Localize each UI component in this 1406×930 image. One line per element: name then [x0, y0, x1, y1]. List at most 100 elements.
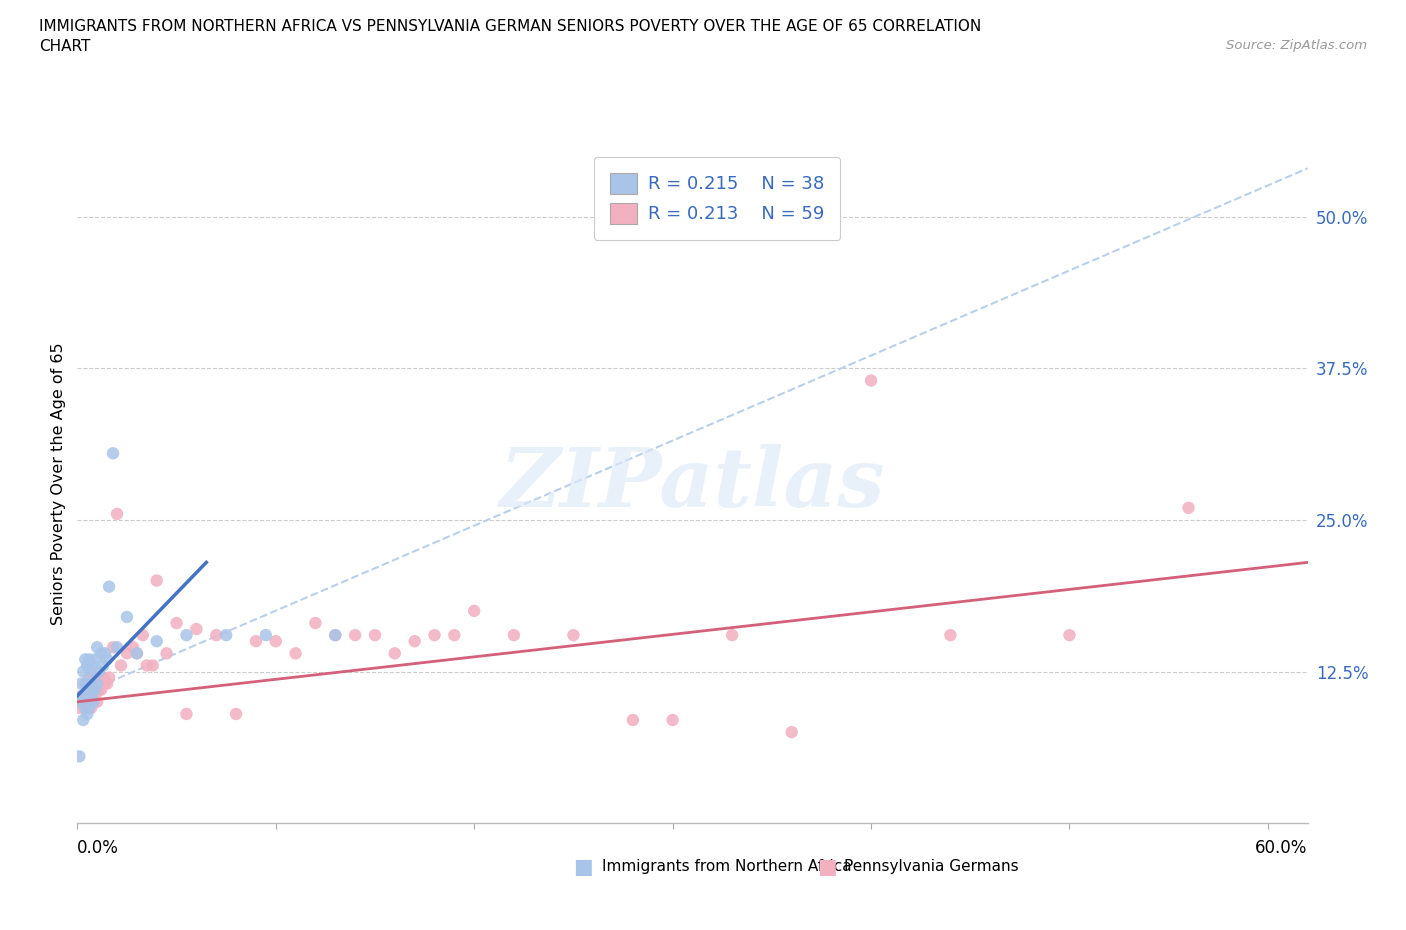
Point: [84, 688, 107, 703]
Point: [98, 671, 121, 685]
Point: [72, 688, 94, 703]
Point: [661, 712, 683, 727]
Point: [80, 664, 103, 679]
Point: [939, 628, 962, 643]
Point: [98, 579, 121, 594]
Point: [86, 671, 108, 685]
Point: [404, 633, 426, 648]
Point: [344, 628, 367, 643]
Point: [215, 628, 238, 643]
Point: [76, 676, 98, 691]
Point: [860, 373, 883, 388]
Point: [502, 628, 524, 643]
Point: [443, 628, 465, 643]
Point: [176, 707, 198, 722]
Point: [1059, 628, 1081, 643]
Point: [82, 695, 104, 710]
Point: [84, 683, 107, 698]
Text: ■: ■: [574, 857, 593, 877]
Point: [91, 671, 114, 685]
Text: 0.0%: 0.0%: [77, 839, 120, 857]
Point: [89, 664, 111, 679]
Point: [423, 628, 446, 643]
Point: [77, 676, 100, 691]
Point: [264, 633, 287, 648]
Point: [186, 621, 208, 636]
Point: [77, 652, 100, 667]
Point: [86, 695, 108, 710]
Point: [75, 700, 97, 715]
Point: [284, 646, 307, 661]
Legend: R = 0.215    N = 38, R = 0.213    N = 59: R = 0.215 N = 38, R = 0.213 N = 59: [593, 156, 841, 240]
Point: [82, 658, 104, 673]
Point: [90, 683, 112, 698]
Point: [145, 633, 167, 648]
Point: [225, 707, 247, 722]
Point: [176, 628, 198, 643]
Text: ZIPatlas: ZIPatlas: [499, 444, 886, 524]
Point: [82, 671, 104, 685]
Point: [75, 652, 97, 667]
Point: [125, 646, 148, 661]
Point: [80, 688, 103, 703]
Point: [323, 628, 346, 643]
Point: [132, 628, 155, 643]
Point: [72, 664, 94, 679]
Point: [67, 700, 90, 715]
Point: [115, 646, 138, 661]
Point: [96, 676, 118, 691]
Point: [721, 628, 744, 643]
Point: [105, 507, 128, 522]
Text: ■: ■: [817, 857, 837, 877]
Point: [1177, 500, 1199, 515]
Point: [245, 633, 267, 648]
Text: Immigrants from Northern Africa: Immigrants from Northern Africa: [602, 859, 852, 874]
Point: [135, 658, 157, 673]
Point: [145, 573, 167, 588]
Text: IMMIGRANTS FROM NORTHERN AFRICA VS PENNSYLVANIA GERMAN SENIORS POVERTY OVER THE : IMMIGRANTS FROM NORTHERN AFRICA VS PENNS…: [39, 19, 981, 33]
Point: [101, 445, 124, 460]
Point: [70, 676, 93, 691]
Point: [122, 640, 145, 655]
Point: [70, 695, 93, 710]
Point: [115, 609, 138, 624]
Point: [780, 724, 803, 739]
Point: [142, 658, 165, 673]
Point: [254, 628, 277, 643]
Point: [67, 749, 90, 764]
Point: [562, 628, 585, 643]
Text: Source: ZipAtlas.com: Source: ZipAtlas.com: [1226, 39, 1367, 52]
Point: [89, 683, 111, 698]
Point: [304, 616, 326, 631]
Point: [80, 676, 103, 691]
Point: [125, 646, 148, 661]
Point: [86, 676, 108, 691]
Point: [91, 658, 114, 673]
Point: [94, 646, 117, 661]
Point: [101, 640, 124, 655]
Point: [76, 683, 98, 698]
Point: [90, 646, 112, 661]
Point: [105, 640, 128, 655]
Point: [76, 658, 98, 673]
Text: 60.0%: 60.0%: [1256, 839, 1308, 857]
Point: [76, 695, 98, 710]
Point: [76, 707, 98, 722]
Text: Pennsylvania Germans: Pennsylvania Germans: [844, 859, 1018, 874]
Point: [72, 712, 94, 727]
Point: [86, 640, 108, 655]
Point: [323, 628, 346, 643]
Point: [364, 628, 387, 643]
Point: [72, 688, 94, 703]
Point: [463, 604, 485, 618]
Point: [82, 695, 104, 710]
Point: [84, 652, 107, 667]
Y-axis label: Seniors Poverty Over the Age of 65: Seniors Poverty Over the Age of 65: [51, 342, 66, 625]
Point: [80, 700, 103, 715]
Point: [77, 671, 100, 685]
Point: [156, 646, 179, 661]
Point: [110, 658, 132, 673]
Point: [205, 628, 228, 643]
Point: [94, 676, 117, 691]
Point: [77, 695, 100, 710]
